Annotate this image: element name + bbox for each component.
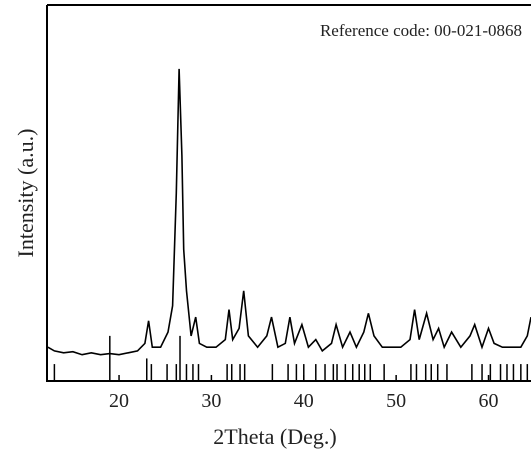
x-tick-label: 40 <box>294 390 314 412</box>
y-axis-label: Intensity (a.u.) <box>13 129 38 258</box>
x-axis-label: 2Theta (Deg.) <box>213 424 336 449</box>
x-tick-label: 20 <box>109 390 129 412</box>
x-tick-label: 60 <box>479 390 499 412</box>
xrd-pattern <box>47 68 531 356</box>
plot-area <box>47 68 531 381</box>
x-tick-label: 50 <box>386 390 406 412</box>
x-tick-label: 30 <box>201 390 221 412</box>
annotation: Reference code: 00-021-0868 <box>320 21 522 40</box>
